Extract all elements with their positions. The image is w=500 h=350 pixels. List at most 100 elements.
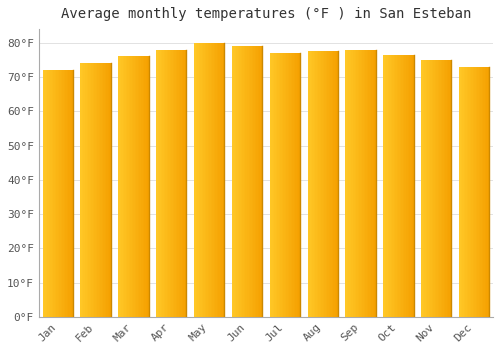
Bar: [173, 50, 174, 317]
Bar: [462, 67, 464, 317]
Bar: [388, 55, 390, 317]
Bar: [391, 55, 392, 317]
Bar: [477, 67, 478, 317]
Bar: [465, 67, 466, 317]
Bar: [68, 70, 70, 317]
Bar: [210, 43, 212, 317]
Bar: [140, 56, 141, 317]
Bar: [271, 53, 272, 317]
Bar: [410, 55, 412, 317]
Bar: [444, 60, 446, 317]
Bar: [176, 50, 178, 317]
Bar: [442, 60, 444, 317]
Bar: [374, 50, 376, 317]
Bar: [486, 67, 488, 317]
Bar: [471, 67, 472, 317]
Bar: [248, 46, 250, 317]
Bar: [426, 60, 427, 317]
Bar: [432, 60, 433, 317]
Bar: [108, 63, 109, 317]
Bar: [56, 70, 58, 317]
Bar: [48, 70, 50, 317]
Bar: [398, 55, 400, 317]
Bar: [158, 50, 159, 317]
Bar: [322, 51, 324, 317]
Bar: [310, 51, 312, 317]
Bar: [421, 60, 422, 317]
Bar: [318, 51, 320, 317]
Bar: [459, 67, 460, 317]
Bar: [480, 67, 482, 317]
Bar: [385, 55, 386, 317]
Bar: [47, 70, 48, 317]
Bar: [168, 50, 170, 317]
Bar: [468, 67, 469, 317]
Bar: [165, 50, 167, 317]
Bar: [86, 63, 88, 317]
Bar: [240, 46, 241, 317]
Bar: [464, 67, 465, 317]
Bar: [282, 53, 284, 317]
Bar: [435, 60, 436, 317]
Bar: [98, 63, 100, 317]
Bar: [320, 51, 321, 317]
Bar: [164, 50, 165, 317]
Bar: [279, 53, 280, 317]
Bar: [50, 70, 51, 317]
Bar: [272, 53, 274, 317]
Bar: [290, 53, 291, 317]
Bar: [246, 46, 247, 317]
Bar: [162, 50, 164, 317]
Bar: [167, 50, 168, 317]
Bar: [97, 63, 98, 317]
Bar: [88, 63, 90, 317]
Bar: [196, 43, 197, 317]
Bar: [482, 67, 483, 317]
Bar: [396, 55, 397, 317]
Bar: [182, 50, 184, 317]
Bar: [365, 50, 366, 317]
Bar: [106, 63, 108, 317]
Bar: [298, 53, 300, 317]
Bar: [315, 51, 316, 317]
Bar: [422, 60, 424, 317]
Bar: [179, 50, 180, 317]
Bar: [235, 46, 236, 317]
Bar: [44, 70, 46, 317]
Bar: [280, 53, 282, 317]
Bar: [285, 53, 286, 317]
Bar: [353, 50, 354, 317]
Bar: [180, 50, 182, 317]
Bar: [366, 50, 368, 317]
Bar: [61, 70, 62, 317]
Bar: [424, 60, 426, 317]
Bar: [222, 43, 223, 317]
Bar: [147, 56, 148, 317]
Bar: [409, 55, 410, 317]
Bar: [297, 53, 298, 317]
Bar: [358, 50, 359, 317]
Bar: [260, 46, 262, 317]
Bar: [135, 56, 136, 317]
Bar: [412, 55, 414, 317]
Bar: [134, 56, 135, 317]
Bar: [146, 56, 147, 317]
Bar: [446, 60, 447, 317]
Bar: [242, 46, 244, 317]
Bar: [136, 56, 138, 317]
Bar: [46, 70, 47, 317]
Bar: [124, 56, 126, 317]
Bar: [208, 43, 209, 317]
Bar: [404, 55, 406, 317]
Bar: [232, 46, 234, 317]
Bar: [291, 53, 292, 317]
Bar: [159, 50, 160, 317]
Bar: [402, 55, 403, 317]
Bar: [156, 50, 158, 317]
Bar: [198, 43, 200, 317]
Bar: [321, 51, 322, 317]
Bar: [247, 46, 248, 317]
Bar: [100, 63, 102, 317]
Bar: [234, 46, 235, 317]
Bar: [470, 67, 471, 317]
